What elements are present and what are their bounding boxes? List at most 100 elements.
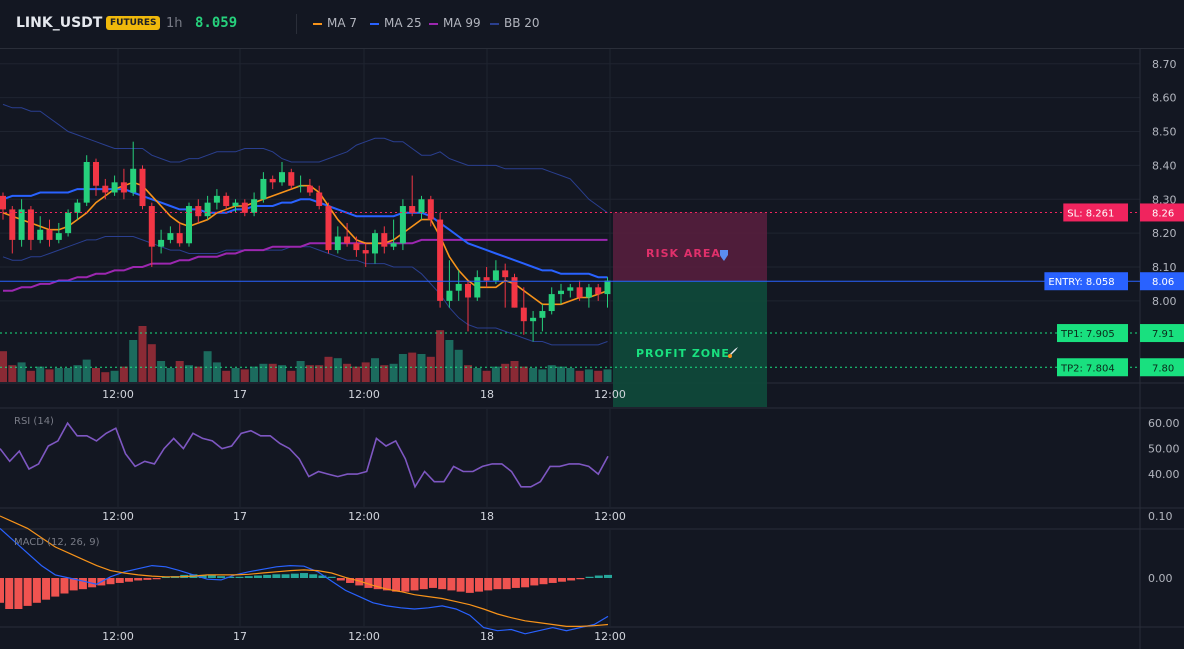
macd-histogram-bar xyxy=(493,578,502,590)
legend-ma7[interactable]: MA 7 xyxy=(313,16,357,30)
candle-body xyxy=(334,236,341,251)
zone-labels: RISK AREA PROFIT ZONE xyxy=(636,247,738,360)
macd-histogram-bar xyxy=(530,578,539,586)
rsi-tick-label: 60.00 xyxy=(1148,417,1180,430)
risk-area-label: RISK AREA xyxy=(646,247,721,260)
candle-body xyxy=(65,212,72,234)
tp2-label-box xyxy=(1057,358,1128,377)
candle-body xyxy=(418,199,425,213)
volume-bar xyxy=(566,368,575,382)
candle-body xyxy=(27,209,34,240)
price-tick-label: 8.40 xyxy=(1152,159,1177,172)
macd-histogram-bar xyxy=(281,574,290,578)
macd-histogram-bar xyxy=(585,576,594,578)
candle-body xyxy=(148,206,155,247)
candle-body xyxy=(158,239,165,247)
rsi-time-tick-label: 17 xyxy=(233,510,247,523)
macd-histogram-bar xyxy=(309,574,318,578)
macd-histogram-bar xyxy=(392,578,401,592)
volume-bar xyxy=(417,354,426,382)
candle-body xyxy=(288,172,295,186)
bb20-swatch xyxy=(490,22,499,25)
macd-histogram-bar xyxy=(207,575,216,578)
candle-body xyxy=(362,250,369,254)
macd-histogram-bar xyxy=(364,578,373,588)
macd-histogram-bar xyxy=(475,578,484,592)
macd-histogram-bar xyxy=(23,578,32,606)
candle-body xyxy=(325,206,332,251)
candle-body xyxy=(297,185,304,187)
volume-bar xyxy=(445,340,454,382)
last-price: 8.059 xyxy=(195,15,238,31)
volume-bar xyxy=(147,344,156,382)
tp2-label: TP2: 7.804 xyxy=(1060,363,1115,374)
legend-ma99[interactable]: MA 99 xyxy=(429,16,481,30)
volume-bar xyxy=(361,362,370,382)
volume-bar xyxy=(26,370,35,382)
macd-histogram-bar xyxy=(318,575,327,578)
candle-body xyxy=(55,233,62,240)
bollinger-bands xyxy=(2,103,608,346)
macd-histogram-bar xyxy=(143,578,152,580)
sl-axis-box xyxy=(1140,203,1184,222)
candle-body xyxy=(0,195,6,210)
macd-histogram-bar xyxy=(14,578,23,609)
macd-time-tick-label: 17 xyxy=(233,630,247,643)
main-time-tick-label: 12:00 xyxy=(102,388,134,401)
volume-bar xyxy=(259,363,268,382)
volume-bar xyxy=(371,358,379,382)
tp2-axis-box xyxy=(1140,358,1184,377)
rsi-tick-label: 40.00 xyxy=(1148,468,1180,481)
volume-bar xyxy=(482,370,491,382)
trade-levels: SL: 8.261 8.26 ENTRY: 8.058 8.06 TP1: 7.905 7… xyxy=(0,203,1184,377)
volume-bar xyxy=(575,370,584,382)
macd-histogram-bar xyxy=(438,578,447,590)
candle-body xyxy=(483,277,490,281)
candle-body xyxy=(437,219,444,301)
rsi-time-tick-label: 12:00 xyxy=(348,510,380,523)
macd-histogram-bar xyxy=(548,578,557,583)
macd-histogram-bar xyxy=(244,576,253,578)
candle-body xyxy=(223,195,230,207)
macd-histogram-bar xyxy=(502,578,511,590)
candle-body xyxy=(502,270,509,278)
timeframe-label[interactable]: 1h xyxy=(166,16,183,31)
volume-bar xyxy=(36,366,45,382)
ma7-label: MA 7 xyxy=(327,16,358,30)
macd-histogram-bar xyxy=(124,578,133,582)
volume-bar xyxy=(82,359,91,382)
candle-body xyxy=(186,206,192,244)
candle-body xyxy=(260,178,267,200)
macd-histogram-bar xyxy=(217,576,226,578)
macd-histogram-bar xyxy=(263,574,272,578)
candle-body xyxy=(111,182,118,193)
legend-bb20[interactable]: BB 20 xyxy=(490,16,540,30)
volume-bar xyxy=(250,366,259,382)
price-tick-label: 8.20 xyxy=(1152,227,1177,240)
macd-tick-label: 0.10 xyxy=(1148,510,1173,523)
volume-bar xyxy=(138,326,147,382)
macd-histogram-bar xyxy=(521,578,530,588)
volume-bar xyxy=(324,356,333,382)
chart-header: LINK_USDT FUTURES 1h 8.059 MA 7 MA 25 MA… xyxy=(0,0,1184,49)
macd-histogram-bar xyxy=(465,578,474,593)
candle-body xyxy=(204,202,211,217)
candle-body xyxy=(399,206,406,244)
candle-body xyxy=(548,294,555,312)
volume-bar xyxy=(464,365,472,382)
macd-histogram-bar xyxy=(567,578,576,581)
volume-bar xyxy=(175,361,184,382)
volume-bar xyxy=(398,354,407,382)
legend-ma25[interactable]: MA 25 xyxy=(370,16,422,30)
macd-histogram-bar xyxy=(78,578,87,590)
candle-body xyxy=(492,270,499,281)
candle-body xyxy=(74,202,81,213)
macd-title: MACD (12, 26, 9) xyxy=(14,537,100,548)
volume-bar xyxy=(473,368,482,382)
macd-histogram-bar xyxy=(253,575,262,578)
volume-bar xyxy=(380,365,389,382)
header-divider xyxy=(296,14,297,34)
symbol-name[interactable]: LINK_USDT xyxy=(16,15,103,31)
macd-histogram-bar xyxy=(106,578,115,585)
